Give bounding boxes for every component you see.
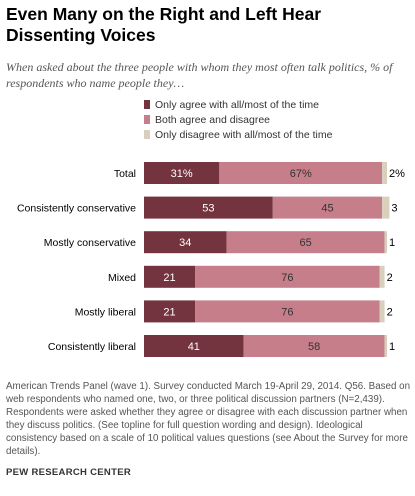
- category-label: Consistently liberal: [48, 341, 136, 353]
- source-credit: PEW RESEARCH CENTER: [6, 467, 131, 478]
- category-label: Consistently conservative: [17, 203, 136, 215]
- legend-swatch: [144, 115, 150, 124]
- data-label: 76: [281, 272, 293, 284]
- legend-item: Only agree with all/most of the time: [144, 97, 332, 112]
- legend-item: Only disagree with all/most of the time: [144, 127, 332, 142]
- bar-segment: [382, 162, 387, 184]
- bar-segment: [379, 300, 385, 323]
- legend-item: Both agree and disagree: [144, 112, 332, 127]
- data-label: 58: [308, 341, 320, 353]
- bar-segment: [144, 196, 273, 219]
- category-label: Mixed: [108, 272, 136, 284]
- data-label: 21: [163, 306, 175, 318]
- legend-swatch: [144, 130, 150, 139]
- chart-title: Even Many on the Right and Left Hear Dis…: [6, 4, 322, 45]
- data-label: 2%: [389, 168, 405, 180]
- bar-segment: [243, 335, 385, 357]
- data-label: 1: [389, 237, 395, 249]
- bar-segment: [379, 265, 385, 288]
- data-label: 1: [389, 341, 395, 353]
- bar-segment: [144, 335, 244, 357]
- bar-segment: [195, 265, 380, 288]
- stacked-bar-chart: Total 31% 67% 2% Consistently conservative 53…: [17, 162, 405, 357]
- bar-segment: [195, 300, 380, 323]
- category-label: Total: [114, 168, 136, 180]
- data-label: 41: [188, 341, 200, 353]
- legend-swatch: [144, 100, 150, 109]
- data-label: 2: [387, 272, 393, 284]
- data-label: 65: [299, 237, 311, 249]
- footnote: American Trends Panel (wave 1). Survey c…: [6, 381, 411, 457]
- data-label: 76: [281, 306, 293, 318]
- bar-segment: [144, 265, 196, 288]
- data-label: 2: [387, 306, 393, 318]
- data-label: 34: [179, 237, 191, 249]
- data-label: 67%: [290, 168, 312, 180]
- legend: Only agree with all/most of the time Bot…: [144, 97, 332, 142]
- data-label: 21: [163, 272, 175, 284]
- bar-segment: [219, 162, 383, 184]
- bar-segment: [144, 162, 220, 184]
- category-label: Mostly conservative: [44, 237, 136, 249]
- bar-segment: [382, 196, 390, 219]
- data-label: 45: [321, 203, 333, 215]
- legend-label: Only disagree with all/most of the time: [155, 128, 333, 141]
- bar-segment: [226, 231, 385, 254]
- legend-label: Both agree and disagree: [155, 113, 271, 126]
- bar-segment: [384, 231, 387, 254]
- legend-label: Only agree with all/most of the time: [155, 98, 319, 111]
- bar-segment: [144, 231, 227, 254]
- bar-segment: [144, 300, 196, 323]
- category-label: Mostly liberal: [75, 306, 136, 318]
- data-label: 3: [391, 203, 397, 215]
- bar-segment: [384, 335, 387, 357]
- chart-subtitle: When asked about the three people with w…: [6, 60, 393, 90]
- bar-segment: [272, 196, 383, 219]
- data-label: 31%: [171, 168, 193, 180]
- data-label: 53: [202, 203, 214, 215]
